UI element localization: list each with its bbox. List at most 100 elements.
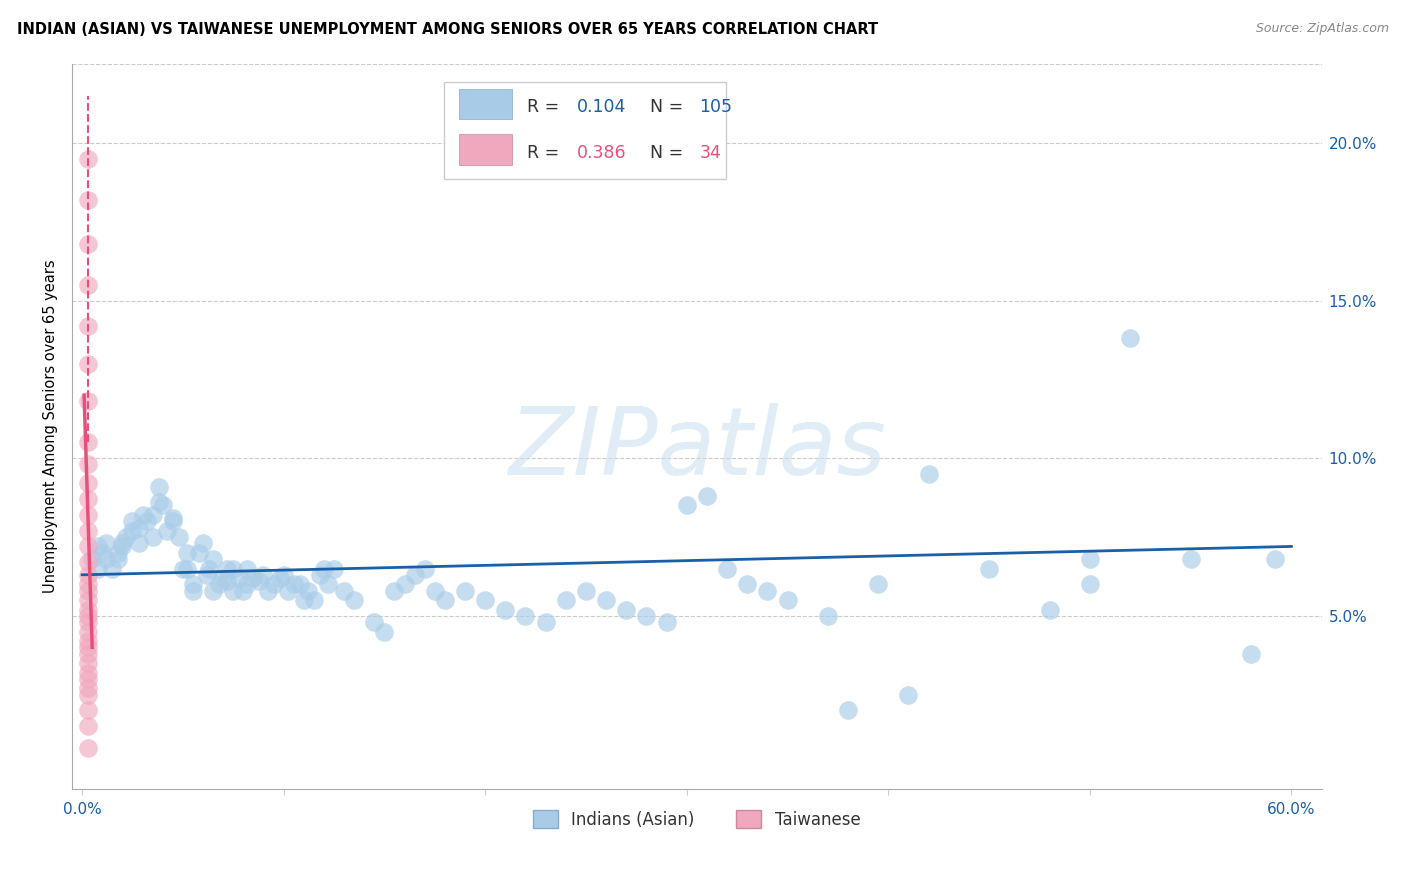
Point bbox=[77, 318, 100, 333]
Point bbox=[242, 571, 264, 585]
Point bbox=[172, 561, 194, 575]
Text: INDIAN (ASIAN) VS TAIWANESE UNEMPLOYMENT AMONG SENIORS OVER 65 YEARS CORRELATION: INDIAN (ASIAN) VS TAIWANESE UNEMPLOYMENT… bbox=[17, 22, 877, 37]
Point bbox=[333, 583, 356, 598]
Point bbox=[423, 583, 446, 598]
Point bbox=[77, 277, 100, 292]
Point bbox=[111, 536, 134, 550]
Point bbox=[77, 688, 100, 702]
Point bbox=[263, 577, 285, 591]
Text: 0.104: 0.104 bbox=[576, 98, 626, 117]
Point bbox=[363, 615, 385, 629]
Point bbox=[614, 602, 637, 616]
Point bbox=[181, 577, 204, 591]
Point bbox=[152, 499, 174, 513]
FancyBboxPatch shape bbox=[460, 134, 512, 165]
Point bbox=[868, 577, 890, 591]
Point bbox=[77, 567, 100, 582]
Point bbox=[675, 499, 697, 513]
Point bbox=[188, 546, 211, 560]
Point bbox=[595, 593, 617, 607]
Point bbox=[222, 561, 245, 575]
Point bbox=[162, 514, 184, 528]
Point bbox=[77, 672, 100, 686]
Point bbox=[534, 615, 557, 629]
Point bbox=[77, 152, 100, 166]
Point bbox=[222, 583, 245, 598]
Point bbox=[111, 540, 134, 554]
Point bbox=[716, 561, 738, 575]
Text: Source: ZipAtlas.com: Source: ZipAtlas.com bbox=[1256, 22, 1389, 36]
Point bbox=[273, 567, 295, 582]
Point bbox=[256, 583, 278, 598]
Point bbox=[77, 524, 100, 538]
Text: R =: R = bbox=[527, 98, 565, 117]
Text: 34: 34 bbox=[699, 144, 721, 161]
Point bbox=[121, 514, 143, 528]
Point bbox=[162, 511, 184, 525]
Point bbox=[394, 577, 416, 591]
Point bbox=[121, 524, 143, 538]
Point bbox=[236, 561, 259, 575]
Point bbox=[96, 536, 118, 550]
Point bbox=[77, 236, 100, 251]
Point bbox=[77, 647, 100, 661]
Point bbox=[198, 561, 221, 575]
Point bbox=[208, 577, 231, 591]
Point bbox=[107, 552, 129, 566]
Text: 105: 105 bbox=[699, 98, 733, 117]
Point bbox=[191, 536, 214, 550]
Point bbox=[128, 520, 150, 534]
Point bbox=[297, 583, 319, 598]
Point bbox=[309, 567, 332, 582]
Point bbox=[316, 577, 339, 591]
Point bbox=[1264, 552, 1286, 566]
Point bbox=[756, 583, 779, 598]
Point bbox=[77, 741, 100, 756]
Point bbox=[776, 593, 799, 607]
Point bbox=[252, 567, 274, 582]
Point bbox=[148, 479, 170, 493]
Point bbox=[176, 561, 198, 575]
Point bbox=[302, 593, 325, 607]
Point bbox=[323, 561, 346, 575]
Point bbox=[696, 489, 718, 503]
Point bbox=[228, 571, 250, 585]
Point bbox=[77, 719, 100, 733]
FancyBboxPatch shape bbox=[444, 82, 725, 179]
Point bbox=[735, 577, 758, 591]
Point bbox=[87, 540, 110, 554]
Point bbox=[202, 552, 225, 566]
Point bbox=[494, 602, 516, 616]
Point bbox=[107, 546, 129, 560]
Point bbox=[837, 703, 859, 717]
Point bbox=[156, 524, 179, 538]
Point bbox=[515, 608, 537, 623]
Point bbox=[77, 458, 100, 472]
Point bbox=[77, 634, 100, 648]
Point bbox=[91, 546, 114, 560]
Legend: Indians (Asian), Taiwanese: Indians (Asian), Taiwanese bbox=[526, 804, 868, 835]
Point bbox=[77, 476, 100, 491]
Point bbox=[232, 583, 254, 598]
Point bbox=[167, 530, 190, 544]
Point bbox=[142, 530, 165, 544]
Point bbox=[77, 665, 100, 680]
Point bbox=[128, 536, 150, 550]
Point bbox=[249, 574, 271, 588]
Point bbox=[575, 583, 598, 598]
Point bbox=[142, 508, 165, 522]
Point bbox=[77, 602, 100, 616]
Point bbox=[212, 571, 235, 585]
Point bbox=[131, 508, 153, 522]
Point bbox=[292, 593, 315, 607]
Point bbox=[917, 467, 939, 481]
Point bbox=[77, 681, 100, 696]
Point bbox=[312, 561, 335, 575]
Point bbox=[77, 193, 100, 207]
Point bbox=[77, 593, 100, 607]
Text: 0.386: 0.386 bbox=[576, 144, 627, 161]
Point bbox=[554, 593, 576, 607]
Point bbox=[343, 593, 366, 607]
Point bbox=[77, 656, 100, 670]
Point bbox=[181, 583, 204, 598]
